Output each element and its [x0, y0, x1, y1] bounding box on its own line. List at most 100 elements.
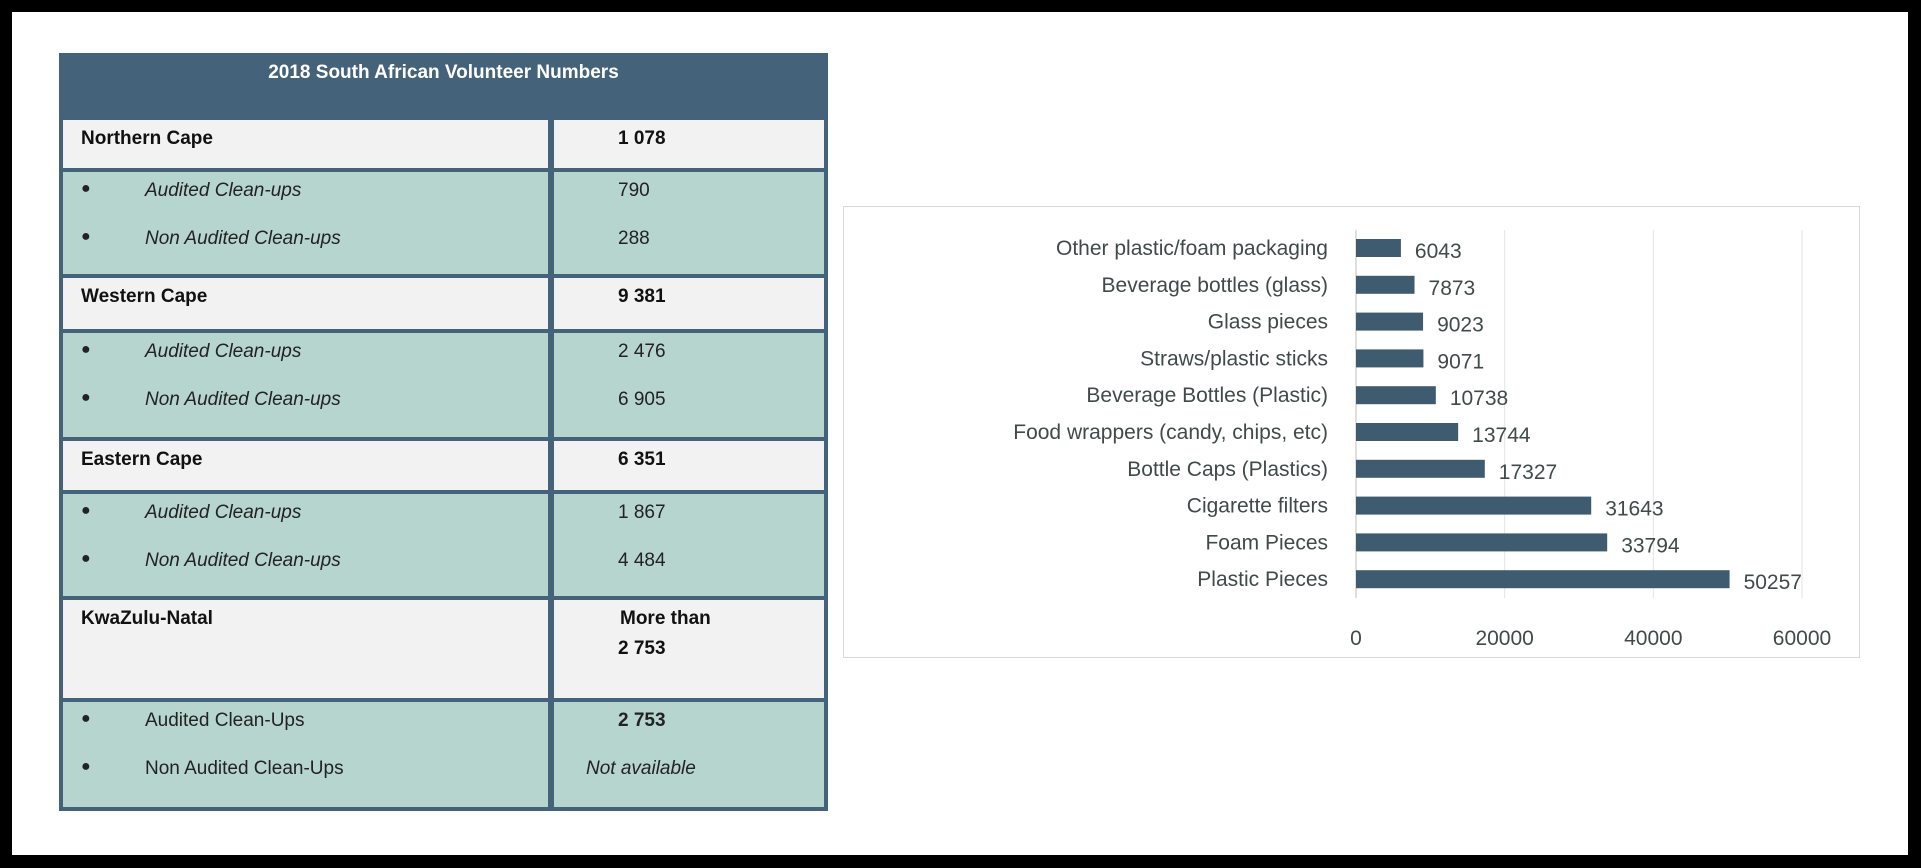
breakdown-value: Not available — [586, 758, 696, 779]
region-name-cell: KwaZulu-Natal — [63, 600, 548, 698]
breakdown-item: ● Audited Clean-Ups 2 753 — [63, 710, 824, 734]
breakdown-label: Audited Clean-Ups — [145, 710, 305, 731]
bar — [1356, 533, 1608, 552]
bullet-icon: ● — [81, 758, 91, 775]
x-tick-label: 0 — [1350, 627, 1362, 650]
breakdown-value: 6 905 — [618, 389, 666, 410]
region-row: Eastern Cape 6 351 — [63, 441, 824, 494]
breakdown-values-cell — [554, 494, 824, 596]
breakdown-labels-cell — [63, 172, 548, 274]
total-prefix: More than — [620, 608, 711, 629]
region-row: Western Cape 9 381 — [63, 278, 824, 333]
bar — [1356, 459, 1485, 478]
breakdown-value: 2 476 — [618, 341, 666, 362]
region-name: Western Cape — [81, 286, 208, 307]
region-total-cell: 6 351 — [554, 441, 824, 490]
data-label: 33794 — [1621, 534, 1680, 557]
category-label: Other plastic/foam packaging — [1056, 237, 1328, 260]
data-label: 10738 — [1450, 387, 1508, 410]
bar — [1356, 275, 1415, 294]
data-label: 17327 — [1499, 461, 1557, 484]
bullet-icon: ● — [81, 550, 91, 567]
bullet-icon: ● — [81, 180, 91, 197]
data-label: 13744 — [1472, 424, 1531, 447]
bar — [1356, 423, 1459, 441]
breakdown-values-cell — [554, 702, 824, 807]
breakdown-label: Non Audited Clean-ups — [145, 550, 341, 571]
region-total: 6 351 — [618, 449, 666, 470]
data-label: 9023 — [1437, 314, 1484, 337]
breakdown-item: ● Non Audited Clean-ups 288 — [63, 228, 824, 252]
breakdown-labels-cell — [63, 702, 548, 807]
category-label: Glass pieces — [1208, 311, 1328, 334]
region-total-cell: More than 2 753 — [554, 600, 824, 698]
data-label: 9071 — [1437, 350, 1484, 373]
breakdown-item: ● Non Audited Clean-Ups Not available — [63, 758, 824, 782]
bullet-icon: ● — [81, 710, 91, 727]
breakdown-label: Non Audited Clean-Ups — [145, 758, 344, 779]
category-label: Beverage Bottles (Plastic) — [1086, 384, 1328, 407]
volunteer-numbers-table: 2018 South African Volunteer Numbers Nor… — [59, 53, 828, 811]
breakdown-item: ● Non Audited Clean-ups 6 905 — [63, 389, 824, 413]
region-name: Eastern Cape — [81, 449, 203, 470]
bar — [1356, 239, 1401, 257]
region-name: Northern Cape — [81, 128, 213, 149]
breakdown-value: 2 753 — [618, 710, 666, 731]
breakdown-labels-cell — [63, 494, 548, 596]
breakdown-label: Non Audited Clean-ups — [145, 228, 341, 249]
data-label: 6043 — [1415, 240, 1462, 263]
breakdown-values-cell — [554, 333, 824, 437]
data-label: 7873 — [1429, 277, 1476, 300]
region-total: 9 381 — [618, 286, 666, 307]
breakdown-label: Audited Clean-ups — [145, 502, 302, 523]
breakdown-item: ● Audited Clean-ups 790 — [63, 180, 824, 204]
bar — [1356, 349, 1424, 368]
breakdown-value: 790 — [618, 180, 650, 201]
bullet-icon: ● — [81, 502, 91, 519]
bar — [1356, 386, 1436, 405]
chart-svg: 0 20000 40000 60000 Other plastic/foam packa… — [1013, 230, 1831, 650]
region-total-cell: 9 381 — [554, 278, 824, 329]
x-tick-label: 40000 — [1624, 627, 1682, 650]
region-name-cell: Eastern Cape — [63, 441, 548, 490]
category-label: Beverage bottles (glass) — [1102, 274, 1328, 297]
data-label: 31643 — [1605, 498, 1663, 521]
bar — [1356, 496, 1592, 515]
breakdown-item: ● Non Audited Clean-ups 4 484 — [63, 550, 824, 574]
bullet-icon: ● — [81, 228, 91, 245]
region-name-cell: Western Cape — [63, 278, 548, 329]
x-tick-label: 60000 — [1773, 627, 1831, 650]
category-label: Cigarette filters — [1187, 495, 1328, 518]
breakdown-value: 288 — [618, 228, 650, 249]
breakdown-item: ● Audited Clean-ups 2 476 — [63, 341, 824, 365]
breakdown-row: ● Audited Clean-ups 790 ● Non Audited Cl… — [63, 172, 824, 278]
category-label: Plastic Pieces — [1197, 568, 1328, 591]
breakdown-row: ● Audited Clean-ups 2 476 ● Non Audited … — [63, 333, 824, 441]
region-name: KwaZulu-Natal — [81, 608, 213, 629]
litter-items-bar-chart: 0 20000 40000 60000 Other plastic/foam packa… — [843, 206, 1860, 658]
breakdown-item: ● Audited Clean-ups 1 867 — [63, 502, 824, 526]
bar — [1356, 570, 1730, 589]
category-label: Food wrappers (candy, chips, etc) — [1013, 421, 1328, 444]
x-tick-label: 20000 — [1475, 627, 1533, 650]
breakdown-value: 1 867 — [618, 502, 666, 523]
region-total: 1 078 — [618, 128, 666, 149]
bar — [1356, 312, 1424, 331]
breakdown-value: 4 484 — [618, 550, 666, 571]
region-total-cell: 1 078 — [554, 120, 824, 168]
breakdown-row: ● Audited Clean-Ups 2 753 ● Non Audited … — [63, 702, 824, 811]
breakdown-label: Audited Clean-ups — [145, 341, 302, 362]
bullet-icon: ● — [81, 341, 91, 358]
category-label: Straws/plastic sticks — [1140, 347, 1328, 370]
breakdown-row: ● Audited Clean-ups 1 867 ● Non Audited … — [63, 494, 824, 600]
category-label: Bottle Caps (Plastics) — [1127, 458, 1328, 481]
table-title: 2018 South African Volunteer Numbers — [268, 62, 619, 83]
data-label: 50257 — [1744, 571, 1802, 594]
breakdown-label: Audited Clean-ups — [145, 180, 302, 201]
bullet-icon: ● — [81, 389, 91, 406]
breakdown-values-cell — [554, 172, 824, 274]
breakdown-label: Non Audited Clean-ups — [145, 389, 341, 410]
region-total: 2 753 — [618, 638, 666, 659]
region-row: KwaZulu-Natal More than 2 753 — [63, 600, 824, 702]
category-label: Foam Pieces — [1205, 531, 1328, 554]
